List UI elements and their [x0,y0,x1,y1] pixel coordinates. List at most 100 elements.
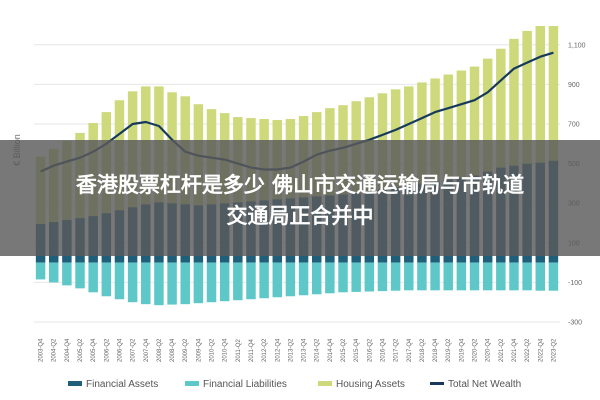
legend: Financial Assets Financial Liabilities H… [68,379,521,390]
x-tick-label: 2014-Q2 [315,338,321,362]
bar-financial-liabilities [180,262,190,305]
legend-label-financial-liabilities: Financial Liabilities [203,379,287,390]
x-tick-label: 2005-Q4 [91,338,97,362]
bar-financial-liabilities [193,262,204,304]
bar-financial-liabilities [325,262,335,294]
bar-financial-liabilities [404,262,414,291]
x-tick-label: 2006-Q4 [117,338,123,362]
bar-financial-liabilities [141,262,151,305]
x-tick-label: 2022-Q2 [525,338,531,362]
bar-financial-liabilities [206,262,217,303]
bar-financial-liabilities [259,262,269,299]
bar-financial-liabilities [62,262,72,286]
bar-financial-liabilities [443,262,453,291]
x-tick-label: 2003-Q4 [39,338,45,362]
bar-financial-liabilities [522,262,532,291]
bar-financial-liabilities [509,262,519,291]
legend-label-total-net-wealth: Total Net Wealth [448,379,521,390]
x-tick-label: 2016-Q2 [367,338,373,362]
x-tick-label: 2020-Q2 [473,338,479,362]
overlay-title-line1: 香港股票杠杆是多少 佛山市交通运输局与市轨道 [76,173,524,197]
x-tick-label: 2021-Q4 [512,338,518,362]
bar-housing-assets [482,58,493,172]
bar-financial-liabilities [219,262,230,302]
x-tick-label: 2022-Q4 [538,338,544,362]
x-tick-label: 2018-Q2 [420,338,426,362]
bar-housing-assets [469,66,480,176]
bar-housing-assets [496,48,506,168]
legend-item-housing-assets: Housing Assets [318,379,405,390]
bar-financial-liabilities [285,262,296,297]
y-tick-label: -300 [568,320,582,327]
legend-label-financial-assets: Financial Assets [86,379,158,390]
x-tick-label: 2008-Q2 [157,338,163,362]
y-tick-label: -100 [568,280,582,287]
x-tick-label: 2017-Q2 [394,338,400,362]
x-tick-label: 2012-Q4 [275,338,281,362]
legend-swatch-total-net-wealth [430,382,444,385]
legend-item-total-net-wealth: Total Net Wealth [430,379,521,390]
x-tick-label: 2013-Q4 [302,338,308,362]
x-tick-label: 2019-Q2 [446,338,452,362]
bar-housing-assets [430,78,440,182]
bar-financial-liabilities [298,262,309,296]
y-tick-label: 900 [568,82,580,89]
x-tick-label: 2021-Q2 [499,338,505,362]
bar-financial-liabilities [88,262,98,293]
bar-financial-liabilities [338,262,348,293]
bar-financial-liabilities [535,262,546,291]
legend-swatch-housing-assets [318,381,332,386]
bar-financial-liabilities [430,262,440,291]
x-axis-ticks: 2003-Q4 2004-Q2 2004-Q4 2005-Q2 2005-Q4 2006-… [39,338,558,362]
bar-financial-liabilities [390,262,401,291]
x-tick-label: 2015-Q4 [354,338,360,362]
bar-financial-liabilities [311,262,322,295]
bar-financial-liabilities [48,262,59,283]
overlay-background [0,140,600,256]
bar-financial-liabilities [272,262,283,298]
bar-financial-liabilities [417,262,427,291]
bar-financial-liabilities [233,262,243,301]
x-tick-label: 2008-Q4 [170,338,176,362]
bar-financial-liabilities [351,262,361,292]
x-tick-label: 2004-Q2 [52,338,58,362]
x-tick-label: 2020-Q4 [486,338,492,362]
bar-housing-assets [456,70,467,178]
bar-financial-liabilities [469,262,480,291]
bar-housing-assets [443,74,453,180]
bar-financial-liabilities [35,262,46,280]
x-tick-label: 2015-Q2 [341,338,347,362]
x-tick-label: 2018-Q4 [433,338,439,362]
bar-housing-assets [509,38,519,166]
bar-financial-liabilities [496,262,506,291]
bar-financial-liabilities [154,262,164,306]
bar-financial-liabilities [167,262,177,305]
bar-housing-assets [535,25,546,163]
x-tick-label: 2012-Q2 [262,338,268,362]
bar-financial-liabilities [377,262,388,292]
x-tick-label: 2010-Q4 [223,338,229,362]
x-tick-label: 2016-Q4 [380,338,386,362]
x-tick-label: 2009-Q4 [196,338,202,362]
x-tick-label: 2013-Q2 [288,338,294,362]
bar-financial-liabilities [364,262,375,292]
bar-housing-assets [522,30,532,164]
legend-swatch-financial-liabilities [185,381,199,386]
overlay-title-line2: 交通局正合并中 [227,204,374,228]
x-tick-label: 2004-Q4 [65,338,71,362]
x-tick-label: 2019-Q4 [459,338,465,362]
legend-item-financial-assets: Financial Assets [68,379,158,390]
x-tick-label: 2009-Q2 [183,338,189,362]
x-tick-label: 2007-Q2 [131,338,137,362]
x-tick-label: 2005-Q2 [78,338,84,362]
x-tick-label: 2017-Q4 [407,338,413,362]
bar-housing-assets [417,82,427,184]
y-tick-label: 700 [568,122,580,129]
x-tick-label: 2010-Q2 [210,338,216,362]
x-tick-label: 2007-Q4 [144,338,150,362]
x-tick-label: 2006-Q2 [104,338,110,362]
bar-financial-liabilities [482,262,493,291]
y-tick-label: 1,100 [568,42,586,49]
bar-financial-liabilities [456,262,467,291]
